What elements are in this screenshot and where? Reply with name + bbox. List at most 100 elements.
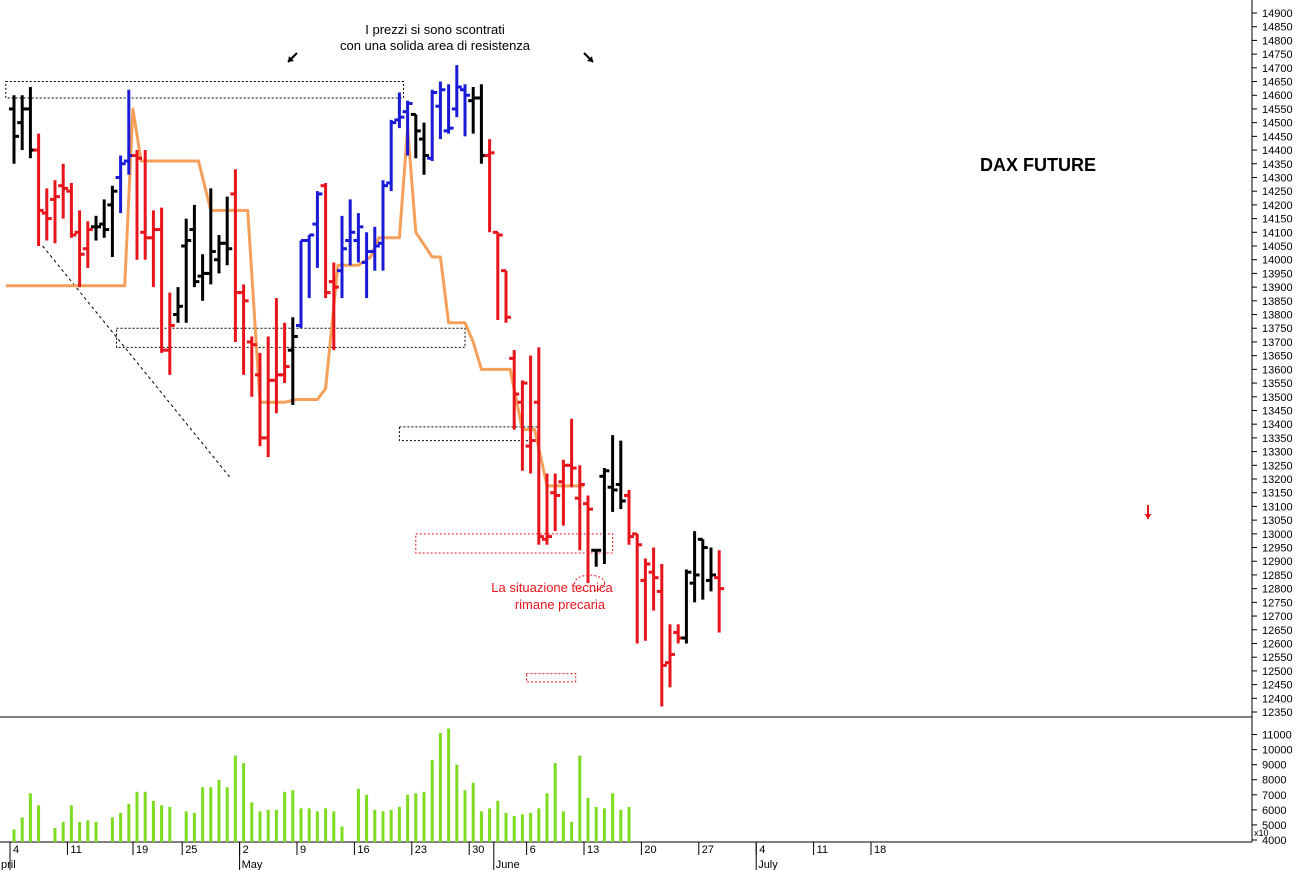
ohlc-bar — [263, 336, 274, 458]
ohlc-bar — [287, 317, 298, 405]
ohlc-bar — [460, 84, 470, 137]
price-tick-label: 12350 — [1262, 707, 1293, 719]
price-tick-label: 13700 — [1262, 337, 1293, 349]
arrow-down-icon-head — [1144, 514, 1152, 519]
ohlc-bar — [148, 210, 159, 288]
day-tick-label: 16 — [357, 844, 369, 856]
day-tick-label: 23 — [415, 844, 427, 856]
ohlc-bar — [558, 459, 569, 526]
ohlc-bar — [550, 473, 561, 532]
price-tick-label: 14400 — [1262, 145, 1293, 157]
price-tick-label: 14650 — [1262, 77, 1293, 89]
ohlc-bar — [353, 213, 364, 263]
ohlc-bar — [246, 336, 257, 397]
ohlc-bar — [189, 204, 200, 288]
price-tick-label: 13850 — [1262, 296, 1293, 308]
ohlc-bar — [615, 440, 626, 510]
resistance-zone — [526, 673, 577, 683]
price-tick-label: 13100 — [1262, 501, 1293, 513]
price-tick-label: 14050 — [1262, 241, 1293, 253]
ohlc-bar — [427, 89, 438, 162]
ohlc-bar — [591, 548, 602, 567]
resistance-zone — [415, 533, 614, 554]
price-tick-label: 14200 — [1262, 200, 1293, 212]
price-tick-label: 14800 — [1262, 35, 1293, 47]
volume-tick-label: 7000 — [1262, 790, 1286, 802]
ohlc-bar — [41, 188, 52, 241]
day-tick-label: 9 — [300, 844, 306, 856]
ohlc-bar — [533, 347, 544, 545]
price-tick-label: 12500 — [1262, 666, 1293, 678]
ohlc-bar — [484, 139, 495, 233]
day-tick-label: 25 — [185, 844, 197, 856]
price-tick-label: 13750 — [1262, 323, 1293, 335]
ohlc-bar — [74, 210, 85, 288]
ohlc-bar — [279, 322, 290, 384]
chart-title: DAX FUTURE — [980, 155, 1096, 175]
ohlc-bar — [164, 292, 175, 375]
price-tick-label: 13300 — [1262, 447, 1293, 459]
ohlc-bar — [706, 547, 716, 592]
price-tick-label: 12750 — [1262, 597, 1293, 609]
price-tick-label: 12950 — [1262, 543, 1293, 555]
ohlc-bar — [673, 624, 684, 644]
resistance-note-line-2: con una solida area di resistenza — [340, 38, 531, 53]
low-marker-ellipse — [574, 574, 606, 592]
price-tick-label: 13200 — [1262, 474, 1293, 486]
ohlc-bar — [230, 169, 241, 342]
ohlc-bar — [9, 95, 19, 164]
ohlc-bar — [451, 65, 462, 118]
ohlc-bar — [402, 100, 413, 156]
month-tick-label: June — [496, 859, 520, 870]
ohlc-bar — [624, 489, 634, 545]
ohlc-bar — [648, 547, 659, 611]
ohlc-bar — [58, 163, 69, 219]
ohlc-bar — [312, 191, 323, 268]
price-tick-label: 13350 — [1262, 433, 1293, 445]
ohlc-bar — [369, 226, 380, 271]
price-tick-label: 13450 — [1262, 405, 1293, 417]
ohlc-bar — [50, 180, 60, 244]
price-tick-label: 13000 — [1262, 529, 1293, 541]
month-tick-label: May — [242, 859, 263, 870]
volume-tick-label: 6000 — [1262, 805, 1286, 817]
ohlc-bar — [345, 199, 356, 266]
ohlc-bar — [238, 284, 249, 375]
price-tick-label: 14000 — [1262, 255, 1293, 267]
price-tick-label: 14500 — [1262, 118, 1293, 130]
ohlc-bar — [566, 418, 577, 488]
volume-multiplier-label: x10 — [1254, 828, 1269, 838]
situation-note-line-1: La situazione tecnica — [491, 580, 613, 595]
month-tick-label: pril — [1, 859, 16, 870]
arrow-down-right-icon — [583, 52, 594, 63]
day-tick-label: 27 — [702, 844, 714, 856]
price-tick-label: 12550 — [1262, 652, 1293, 664]
price-tick-label: 12650 — [1262, 625, 1293, 637]
day-tick-label: 2 — [243, 844, 249, 856]
ohlc-bar — [17, 95, 28, 151]
price-tick-label: 14700 — [1262, 63, 1293, 75]
ohlc-bar — [197, 254, 208, 301]
ohlc-bar — [517, 380, 528, 471]
ohlc-bar — [419, 122, 429, 175]
price-tick-label: 12800 — [1262, 584, 1293, 596]
arrow-down-left-icon — [287, 52, 298, 63]
price-tick-label: 13500 — [1262, 392, 1293, 404]
price-tick-label: 12850 — [1262, 570, 1293, 582]
price-tick-label: 13950 — [1262, 268, 1293, 280]
day-tick-label: 11 — [817, 844, 828, 856]
volume-tick-label: 5000 — [1262, 820, 1286, 832]
ohlc-bar — [689, 531, 700, 603]
ohlc-bar — [656, 563, 667, 707]
price-tick-label: 13650 — [1262, 351, 1293, 363]
price-tick-label: 14150 — [1262, 214, 1293, 226]
month-tick-label: July — [758, 859, 778, 870]
ohlc-bar — [25, 87, 36, 159]
price-tick-label: 12450 — [1262, 680, 1293, 692]
price-tick-label: 14850 — [1262, 22, 1293, 34]
ohlc-bar — [296, 239, 306, 329]
ohlc-bar — [33, 133, 44, 246]
price-tick-label: 12700 — [1262, 611, 1293, 623]
ohlc-bar — [443, 84, 454, 134]
ohlc-bar — [222, 196, 233, 266]
